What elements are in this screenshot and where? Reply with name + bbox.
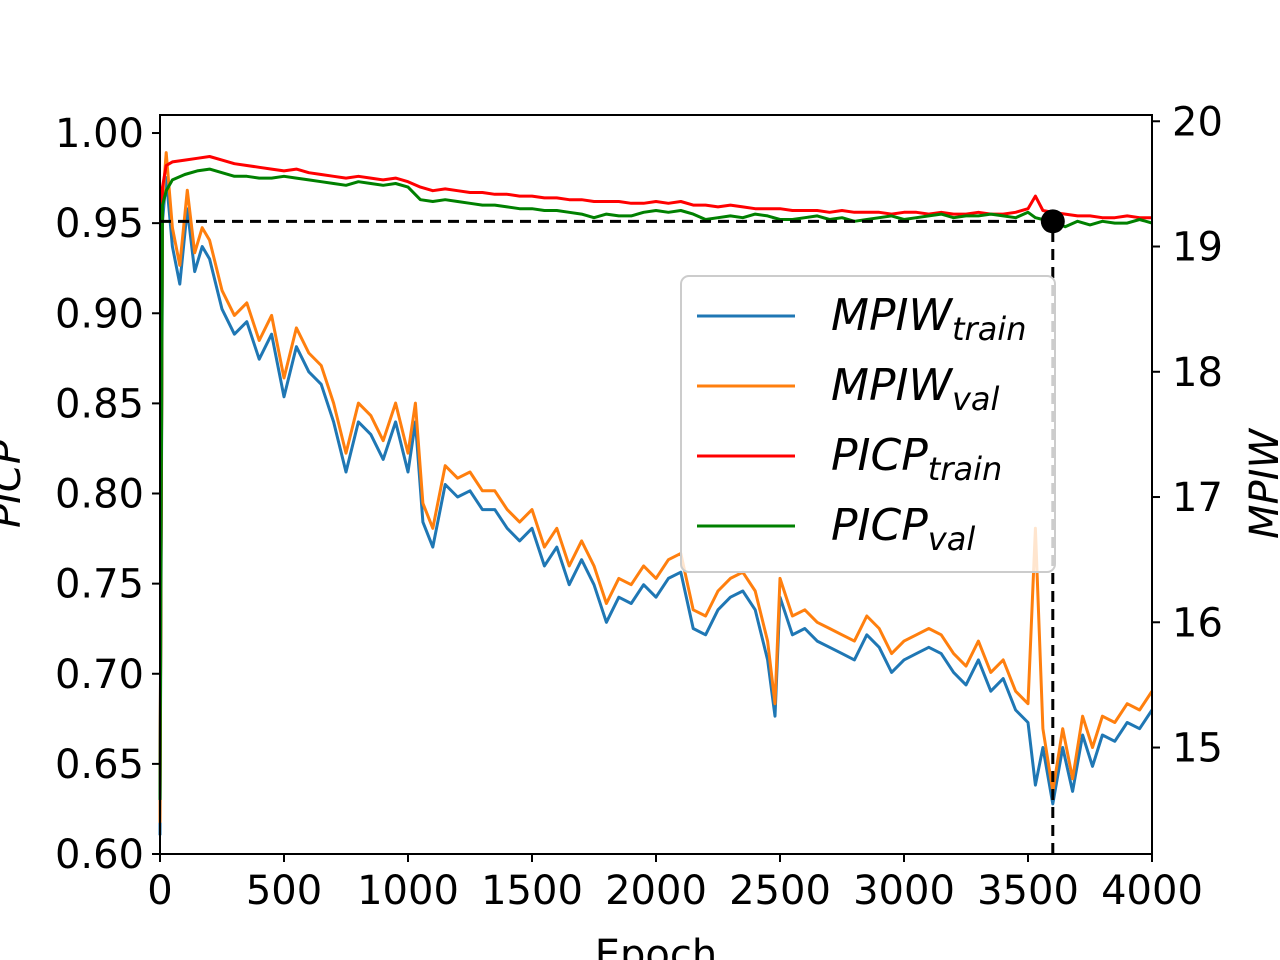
series-line-mpiw-val xyxy=(158,151,1154,823)
y-left-tick-label: 0.90 xyxy=(55,291,144,337)
legend-label-sub: val xyxy=(928,520,976,558)
x-tick-label: 3000 xyxy=(853,868,955,914)
y-axis-left: 0.60 0.65 0.70 0.75 0.80 0.85 0.90 0.95 1.00 xyxy=(55,111,160,878)
x-tick-label: 4000 xyxy=(1101,868,1203,914)
x-tick-label: 3500 xyxy=(977,868,1079,914)
y-left-tick-label: 0.75 xyxy=(55,562,144,608)
legend-label-sub: val xyxy=(952,380,1000,418)
series-line-picp-val xyxy=(158,167,1153,800)
y-right-tick-label: 17 xyxy=(1172,475,1223,521)
y-left-tick-label: 1.00 xyxy=(55,111,144,157)
legend-label-sub: train xyxy=(952,310,1026,348)
x-axis-label: Epoch xyxy=(595,932,717,960)
x-tick-label: 1000 xyxy=(357,868,459,914)
legend-label: PICPval xyxy=(831,500,975,558)
legend-label: PICPtrain xyxy=(831,430,1002,488)
legend-label: MPIWtrain xyxy=(831,290,1026,348)
y-right-tick-label: 16 xyxy=(1172,600,1223,646)
y-left-tick-label: 0.70 xyxy=(55,652,144,698)
legend-label-sub: train xyxy=(928,450,1002,488)
series-layer xyxy=(158,151,1154,836)
y-right-tick-label: 15 xyxy=(1172,726,1223,772)
legend-label-main: PICP xyxy=(831,500,928,551)
legend-label: MPIWval xyxy=(831,360,1000,418)
x-tick-label: 500 xyxy=(246,868,322,914)
y-right-tick-label: 20 xyxy=(1172,99,1223,145)
y-right-tick-label: 19 xyxy=(1172,225,1223,271)
x-tick-label: 0 xyxy=(147,868,172,914)
x-axis: 0 500 1000 1500 2000 2500 3000 3500 4000 xyxy=(147,854,1203,914)
y-right-tick-label: 18 xyxy=(1172,350,1223,396)
y-axis-right-label: MPIW xyxy=(1242,428,1280,539)
y-left-tick-label: 0.85 xyxy=(55,381,144,427)
y-left-tick-label: 0.65 xyxy=(55,742,144,788)
y-axis-right: 15 16 17 18 19 20 xyxy=(1152,99,1223,772)
y-left-tick-label: 0.95 xyxy=(55,201,144,247)
y-axis-left-label: PICP xyxy=(0,439,30,528)
legend-label-main: MPIW xyxy=(831,290,953,341)
series-line-mpiw-train xyxy=(158,176,1154,836)
x-tick-label: 1500 xyxy=(481,868,583,914)
y-left-tick-label: 0.80 xyxy=(55,472,144,518)
legend-box xyxy=(680,275,1056,573)
x-tick-label: 2500 xyxy=(729,868,831,914)
x-tick-label: 2000 xyxy=(605,868,707,914)
y-left-tick-label: 0.60 xyxy=(55,832,144,878)
legend-label-main: MPIW xyxy=(831,360,953,411)
legend-label-main: PICP xyxy=(831,430,928,481)
